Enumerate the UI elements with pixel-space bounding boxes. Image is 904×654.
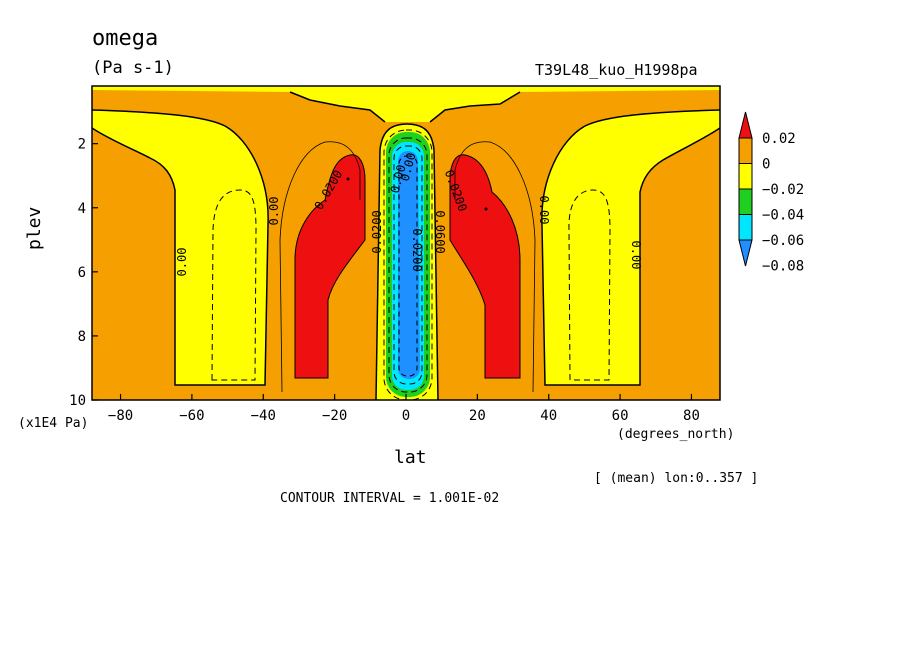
neg-contour-center-1 bbox=[383, 129, 433, 400]
colorbar-segment bbox=[738, 137, 753, 164]
zero-contour-top bbox=[289, 91, 521, 123]
x-tick-label: 20 bbox=[469, 408, 486, 424]
pos-contour-right bbox=[454, 141, 536, 393]
colorbar-label: −0.06 bbox=[762, 233, 804, 249]
x-tick-label: 0 bbox=[402, 408, 410, 424]
chart-units: (Pa s-1) bbox=[92, 58, 174, 78]
run-label: T39L48_kuo_H1998pa bbox=[535, 61, 698, 79]
colorbar-label: 0 bbox=[762, 157, 770, 173]
chart-title: omega bbox=[92, 26, 159, 51]
y-axis-units: (x1E4 Pa) bbox=[18, 416, 89, 431]
contour-label: 0.00 bbox=[629, 241, 643, 270]
colorbar-arrow-bottom bbox=[738, 239, 753, 267]
field-negative-right bbox=[541, 110, 720, 385]
neg-contour-left bbox=[211, 189, 257, 381]
y-tick-label: 10 bbox=[69, 393, 86, 409]
x-axis-units: (degrees_north) bbox=[617, 427, 735, 442]
neg-contour-right bbox=[568, 189, 611, 381]
colorbar-arrow-top bbox=[738, 111, 753, 139]
colorbar-label: 0.02 bbox=[762, 131, 796, 147]
red-outline-left bbox=[294, 154, 366, 379]
neg-contour-center-2 bbox=[388, 137, 428, 393]
contour-interval: CONTOUR INTERVAL = 1.001E-02 bbox=[280, 491, 500, 506]
contour-label: 0.0200 bbox=[410, 228, 424, 271]
contour-label: 0.00 bbox=[175, 248, 189, 277]
field-negative-left bbox=[92, 110, 269, 385]
x-tick-label: −40 bbox=[251, 408, 276, 424]
feature-marker-right bbox=[484, 207, 488, 211]
pos-contour-left bbox=[279, 141, 361, 393]
contour-label: 0.00 bbox=[537, 196, 551, 225]
y-axis-label: plev bbox=[24, 206, 45, 250]
colorbar-label: −0.04 bbox=[762, 208, 804, 224]
field-blue bbox=[398, 151, 420, 379]
x-tick-label: −80 bbox=[108, 408, 133, 424]
colorbar-segment bbox=[738, 163, 753, 190]
colorbar-label: −0.02 bbox=[762, 182, 804, 198]
field-red-right bbox=[450, 154, 520, 378]
x-axis-label: lat bbox=[394, 447, 427, 468]
zero-contour-center bbox=[375, 123, 439, 400]
neg-contour-center-3 bbox=[393, 145, 423, 385]
colorbar-segment bbox=[738, 214, 753, 241]
x-tick-label: 40 bbox=[540, 408, 557, 424]
mean-note: [ (mean) lon:0..357 ] bbox=[594, 471, 759, 486]
y-tick-label: 2 bbox=[78, 137, 86, 153]
colorbar: 0.02 0 −0.02 −0.04 −0.06 −0.08 bbox=[738, 111, 804, 275]
y-tick-label: 8 bbox=[78, 329, 86, 345]
x-tick-label: 80 bbox=[683, 408, 700, 424]
red-outline-right bbox=[449, 154, 521, 379]
zero-contour-right bbox=[541, 109, 720, 386]
y-axis: 2 4 6 8 10 bbox=[69, 137, 98, 409]
contour-label: 0.00 bbox=[267, 197, 281, 226]
field-red-left bbox=[295, 154, 365, 378]
plot-fields bbox=[92, 86, 720, 400]
x-tick-label: −60 bbox=[179, 408, 204, 424]
x-axis: −80 −60 −40 −20 0 20 40 60 80 bbox=[108, 394, 700, 424]
colorbar-label: −0.08 bbox=[762, 259, 804, 275]
y-tick-label: 4 bbox=[78, 201, 86, 217]
neg-contour-center-4 bbox=[398, 155, 418, 377]
colorbar-segment bbox=[738, 188, 753, 215]
feature-marker-left bbox=[346, 177, 350, 181]
field-negative-top bbox=[92, 86, 720, 122]
contour-lines bbox=[92, 91, 720, 400]
x-tick-label: −20 bbox=[322, 408, 347, 424]
contour-label: 0.0600 bbox=[433, 210, 447, 253]
zero-contour-left bbox=[92, 109, 269, 386]
x-tick-label: 60 bbox=[612, 408, 629, 424]
y-tick-label: 6 bbox=[78, 265, 86, 281]
contour-label: 0.0200 bbox=[370, 210, 384, 253]
